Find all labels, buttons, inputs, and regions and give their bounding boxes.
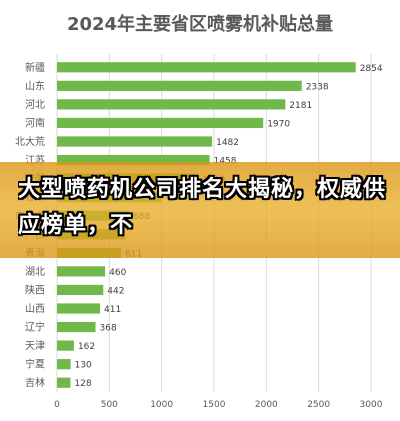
- overlay-headline: 大型喷药机公司排名大揭秘，权威供应榜单，不: [18, 177, 387, 238]
- bar: [57, 117, 264, 129]
- bar: [57, 321, 96, 333]
- category-label: 辽宁: [25, 321, 45, 334]
- x-tick-label: 500: [101, 400, 118, 410]
- category-label: 湖北: [25, 266, 45, 278]
- category-label: 山东: [25, 79, 45, 92]
- x-tick-label: 2000: [255, 400, 278, 410]
- bar: [57, 340, 74, 351]
- category-label: 陕西: [25, 283, 45, 296]
- data-label: 2338: [306, 82, 329, 92]
- category-label: 山西: [25, 303, 45, 315]
- x-tick-label: 0: [54, 400, 60, 410]
- data-label: 460: [109, 268, 126, 278]
- data-label: 1458: [214, 157, 237, 167]
- category-label: 天津: [25, 340, 45, 352]
- bar: [57, 136, 213, 147]
- bar: [57, 359, 71, 370]
- category-label: 新疆: [25, 61, 45, 74]
- bar: [57, 62, 356, 73]
- category-label: 北大荒: [15, 135, 45, 148]
- x-tick-label: 1500: [203, 400, 226, 410]
- bar: [57, 80, 302, 91]
- data-label: 442: [107, 286, 124, 296]
- data-label: 162: [78, 342, 95, 352]
- x-tick-label: 2500: [307, 400, 330, 410]
- data-label: 130: [75, 361, 92, 371]
- overlay-banner: [0, 162, 400, 258]
- bar: [57, 284, 104, 296]
- bar: [57, 154, 210, 166]
- bar: [57, 377, 71, 388]
- data-label: 1482: [216, 138, 239, 148]
- x-tick-label: 3000: [360, 400, 383, 410]
- chart-title: 2024年主要省区喷雾机补贴总量: [67, 13, 333, 35]
- bar: [57, 99, 286, 110]
- bar: [57, 266, 106, 277]
- category-label: 河南: [25, 116, 45, 129]
- data-label: 411: [104, 305, 121, 315]
- category-label: 河北: [25, 99, 45, 111]
- category-label: 吉林: [25, 376, 45, 389]
- data-label: 1970: [267, 119, 290, 129]
- data-label: 2181: [289, 101, 312, 111]
- x-tick-label: 1000: [150, 400, 173, 410]
- data-label: 128: [74, 379, 91, 389]
- category-label: 宁夏: [25, 358, 45, 371]
- x-axis-ticks: 0 500 1000 1500 2000 2500 3000: [54, 400, 383, 410]
- bar: [57, 303, 101, 314]
- data-label: 2854: [360, 64, 383, 74]
- data-label: 368: [100, 324, 117, 334]
